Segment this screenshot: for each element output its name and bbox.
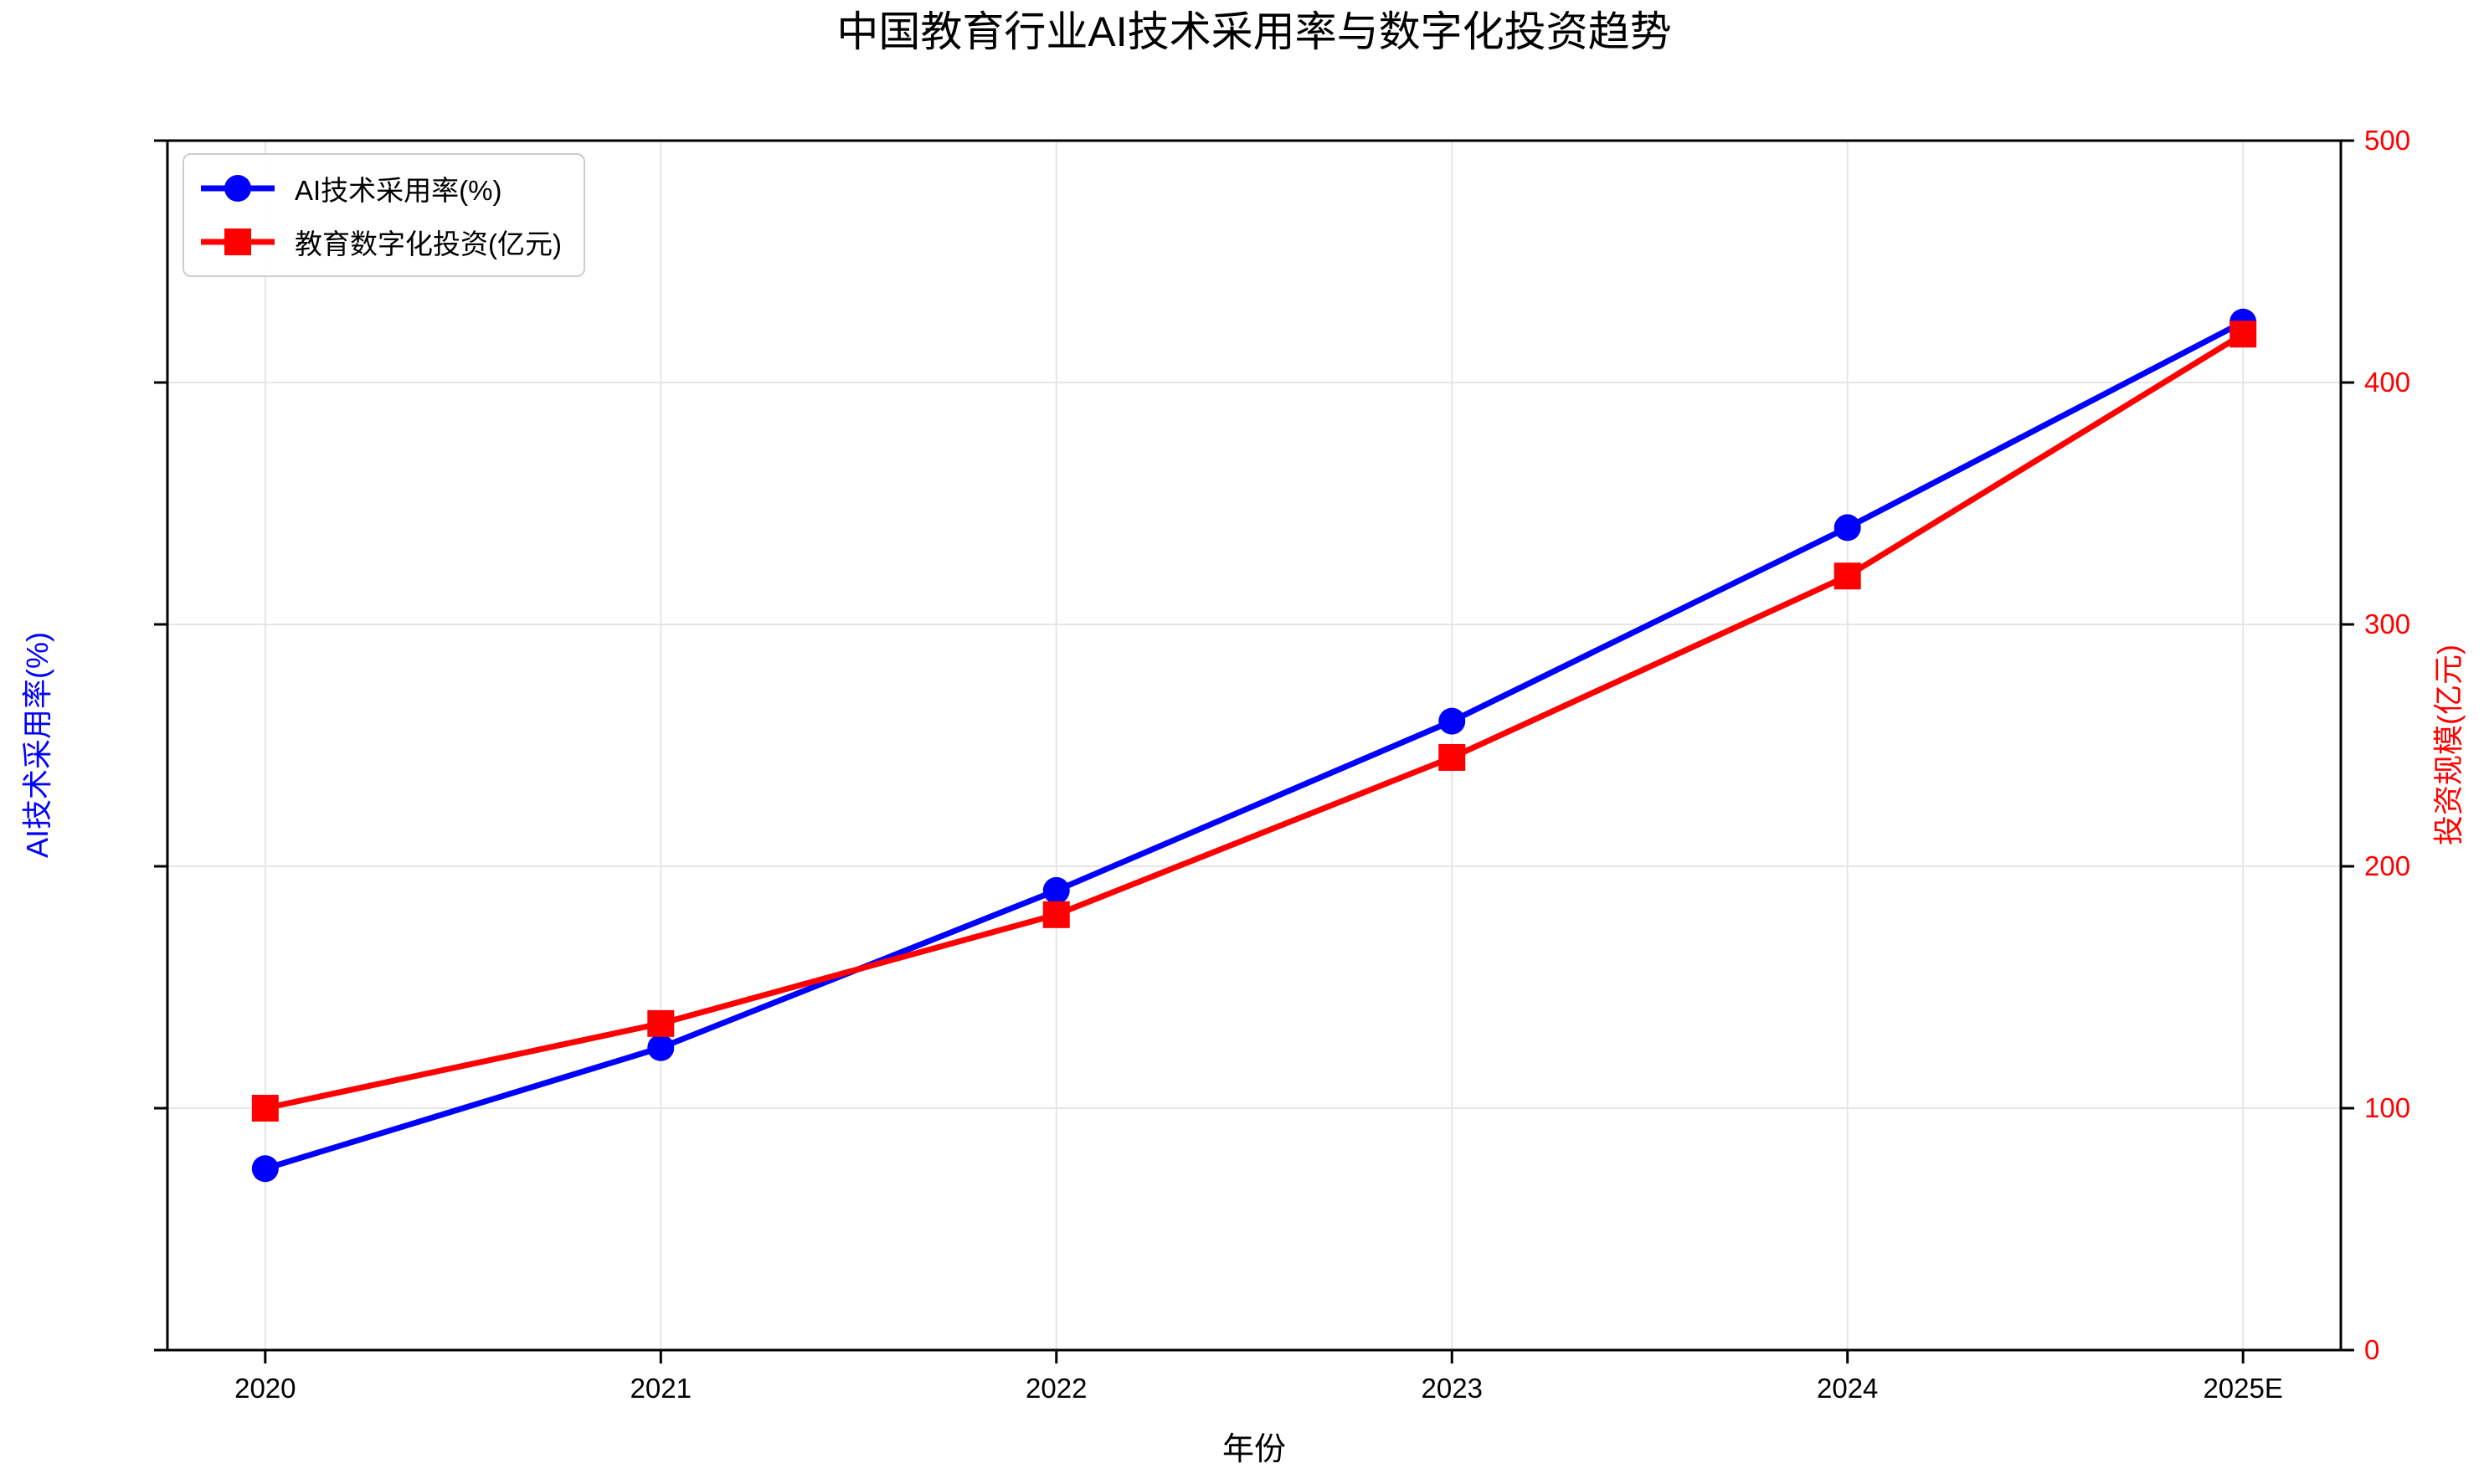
data-point-circle	[1833, 514, 1861, 542]
data-point-square	[251, 1095, 279, 1122]
legend-circle-marker	[224, 175, 251, 202]
left-y-axis-label: AI技术采用率(%)	[20, 631, 54, 859]
data-point-square	[2229, 321, 2257, 348]
data-point-circle	[1042, 876, 1070, 904]
right-y-tick-label: 200	[2364, 850, 2411, 881]
right-y-axis-label: 投资规模(亿元)	[2431, 644, 2466, 845]
data-point-square	[647, 1009, 675, 1037]
x-tick-label: 2023	[1421, 1373, 1483, 1404]
x-tick-label: 2022	[1026, 1373, 1088, 1404]
data-point-square	[1042, 901, 1070, 928]
legend-label-ai-adoption: AI技术采用率(%)	[295, 175, 502, 206]
x-tick-label: 2024	[1816, 1373, 1879, 1404]
legend-label-investment: 教育数字化投资(亿元)	[295, 229, 562, 259]
data-point-square	[1833, 562, 1861, 590]
x-tick-label: 2025E	[2203, 1373, 2283, 1404]
legend-item-investment: 教育数字化投资(亿元)	[201, 222, 562, 262]
data-point-square	[1438, 743, 1466, 771]
x-axis-label: 年份	[1221, 1432, 1286, 1467]
legend-square-marker	[224, 229, 251, 255]
data-point-circle	[251, 1155, 279, 1183]
plot-border	[166, 139, 2343, 1352]
right-y-tick-label: 0	[2364, 1334, 2380, 1365]
blue-line-circle-marker-icon	[201, 173, 275, 203]
legend: AI技术采用率(%) 教育数字化投资(亿元)	[183, 153, 585, 277]
series-line-1	[262, 331, 2246, 1112]
right-y-tick-label: 400	[2364, 367, 2411, 398]
legend-item-ai-adoption: AI技术采用率(%)	[201, 168, 562, 208]
right-y-tick-label: 300	[2364, 608, 2411, 639]
data-point-circle	[1438, 707, 1466, 735]
x-tick-label: 2021	[630, 1373, 692, 1404]
x-tick-label: 2020	[234, 1373, 296, 1404]
series-line-0	[262, 319, 2246, 1172]
red-line-square-marker-icon	[201, 227, 275, 257]
right-y-tick-label: 100	[2364, 1092, 2411, 1123]
data-point-circle	[647, 1034, 675, 1061]
chart-title: 中国教育行业AI技术采用率与数字化投资趋势	[836, 8, 1672, 55]
right-y-tick-label: 500	[2364, 125, 2411, 156]
